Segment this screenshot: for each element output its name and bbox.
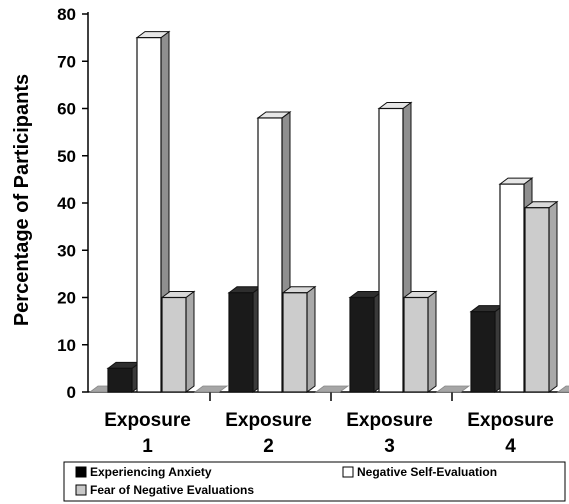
legend: Experiencing Anxiety Negative Self-Evalua… <box>63 461 566 502</box>
bar <box>348 290 384 393</box>
y-tick-label: 70 <box>57 52 76 71</box>
x-category-number: 1 <box>142 436 153 457</box>
bars <box>106 30 559 393</box>
y-axis-title: Percentage of Participants <box>11 74 33 326</box>
x-category-labels: Exposure 1 Exposure 2 Exposure 3 Exposure 4 <box>104 410 554 457</box>
x-category-label: Exposure <box>346 410 433 431</box>
legend-label: Fear of Negative Evaluations <box>90 483 254 497</box>
bar <box>281 285 317 393</box>
bar-front <box>161 296 187 393</box>
bar-side <box>427 290 437 393</box>
bar <box>402 290 438 393</box>
y-tick-label: 20 <box>57 289 76 308</box>
y-tick-label: 30 <box>57 241 76 260</box>
bar-front <box>470 311 496 393</box>
bar-front <box>136 37 162 393</box>
bar-front <box>282 292 308 393</box>
legend-swatch <box>75 466 87 478</box>
y-tick-label: 10 <box>57 336 76 355</box>
legend-swatch <box>342 466 354 478</box>
bar <box>135 30 171 393</box>
bar-front <box>107 367 133 393</box>
floor-slab <box>314 385 350 393</box>
x-category-number: 3 <box>384 436 395 457</box>
bar-side <box>548 200 558 393</box>
legend-box <box>63 461 566 502</box>
floor-slab <box>193 385 229 393</box>
y-tick-label: 0 <box>67 383 76 402</box>
bar-front <box>257 117 283 393</box>
legend-swatch <box>75 484 87 496</box>
legend-label: Negative Self-Evaluation <box>357 465 497 479</box>
y-tick-label: 60 <box>57 100 76 119</box>
floor-slab <box>556 385 569 393</box>
x-category-number: 2 <box>263 436 274 457</box>
bar <box>106 361 142 393</box>
y-tick-label: 80 <box>57 5 76 24</box>
bar <box>469 304 505 393</box>
bar-front <box>349 296 375 393</box>
y-tick-label: 40 <box>57 194 76 213</box>
floor-slab <box>435 385 471 393</box>
y-tick-label: 50 <box>57 147 76 166</box>
bar-side <box>185 290 195 393</box>
legend-label: Experiencing Anxiety <box>90 465 212 479</box>
x-category-label: Exposure <box>104 410 191 431</box>
bar <box>227 285 263 393</box>
bar-front <box>499 183 525 393</box>
bar-front <box>403 296 429 393</box>
x-category-label: Exposure <box>225 410 312 431</box>
x-category-number: 4 <box>505 436 516 457</box>
bar-front <box>524 207 550 393</box>
bar <box>523 200 559 393</box>
bar <box>160 290 196 393</box>
bar-side <box>306 285 316 393</box>
x-category-label: Exposure <box>467 410 554 431</box>
bar-front <box>378 107 404 393</box>
y-tick-labels: 0 10 20 30 40 50 60 70 80 <box>57 5 76 402</box>
bar-front <box>228 292 254 393</box>
